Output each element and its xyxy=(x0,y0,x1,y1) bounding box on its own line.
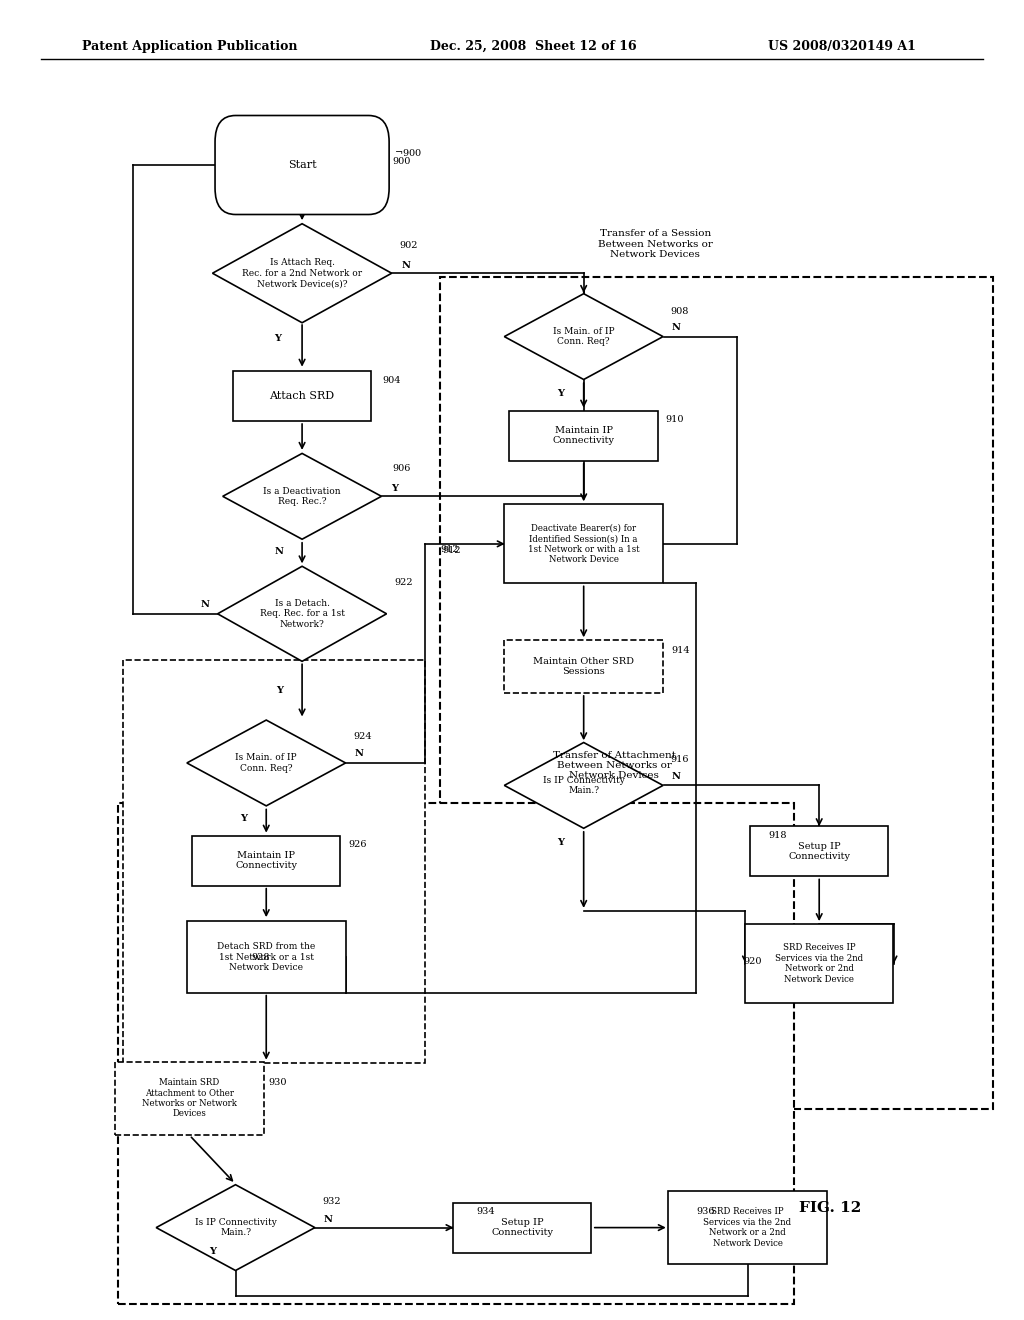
Text: Is a Deactivation
Req. Rec.?: Is a Deactivation Req. Rec.? xyxy=(263,487,341,506)
FancyBboxPatch shape xyxy=(123,660,425,1063)
Text: Is IP Connectivity
Main.?: Is IP Connectivity Main.? xyxy=(543,776,625,795)
FancyBboxPatch shape xyxy=(668,1191,827,1265)
Polygon shape xyxy=(157,1185,315,1270)
Text: $\neg$900: $\neg$900 xyxy=(394,147,422,158)
Text: Y: Y xyxy=(557,838,564,847)
FancyBboxPatch shape xyxy=(215,115,389,214)
Text: Maintain Other SRD
Sessions: Maintain Other SRD Sessions xyxy=(534,657,634,676)
FancyBboxPatch shape xyxy=(186,921,346,993)
Text: N: N xyxy=(672,323,681,333)
Text: N: N xyxy=(401,261,411,271)
Polygon shape xyxy=(213,223,391,322)
Text: 922: 922 xyxy=(394,578,413,587)
Text: Detach SRD from the
1st Network or a 1st
Network Device: Detach SRD from the 1st Network or a 1st… xyxy=(217,942,315,972)
Text: Y: Y xyxy=(209,1247,216,1257)
FancyBboxPatch shape xyxy=(232,371,371,421)
Text: 920: 920 xyxy=(743,957,762,966)
Text: 918: 918 xyxy=(768,832,786,841)
FancyBboxPatch shape xyxy=(750,826,889,876)
Text: Maintain IP
Connectivity: Maintain IP Connectivity xyxy=(553,426,614,445)
Text: Is Attach Req.
Rec. for a 2nd Network or
Network Device(s)?: Is Attach Req. Rec. for a 2nd Network or… xyxy=(242,259,362,288)
Text: N: N xyxy=(354,750,364,759)
Text: 912: 912 xyxy=(440,545,459,554)
FancyBboxPatch shape xyxy=(118,803,794,1304)
FancyBboxPatch shape xyxy=(440,277,993,1109)
Text: Deactivate Bearer(s) for
Identified Session(s) In a
1st Network or with a 1st
Ne: Deactivate Bearer(s) for Identified Sess… xyxy=(527,524,640,564)
Text: 914: 914 xyxy=(672,647,690,656)
Text: 912: 912 xyxy=(442,546,461,556)
Text: 916: 916 xyxy=(671,755,689,764)
Text: Patent Application Publication: Patent Application Publication xyxy=(82,40,297,53)
Text: N: N xyxy=(324,1216,333,1225)
Text: Transfer of Attachment
Between Networks or
Network Devices: Transfer of Attachment Between Networks … xyxy=(553,751,676,780)
Polygon shape xyxy=(222,454,381,539)
Text: Setup IP
Connectivity: Setup IP Connectivity xyxy=(492,1218,553,1237)
Text: Is Main. of IP
Conn. Req?: Is Main. of IP Conn. Req? xyxy=(553,327,614,346)
Polygon shape xyxy=(504,294,664,380)
FancyBboxPatch shape xyxy=(193,836,340,886)
FancyBboxPatch shape xyxy=(504,504,664,583)
Text: SRD Receives IP
Services via the 2nd
Network or 2nd
Network Device: SRD Receives IP Services via the 2nd Net… xyxy=(775,944,863,983)
Text: 902: 902 xyxy=(399,242,418,251)
Text: 906: 906 xyxy=(392,465,411,474)
Text: 900: 900 xyxy=(392,157,411,166)
Text: Attach SRD: Attach SRD xyxy=(269,391,335,401)
Text: Y: Y xyxy=(240,814,247,824)
Polygon shape xyxy=(217,566,387,661)
Text: Y: Y xyxy=(557,389,564,399)
Text: Start: Start xyxy=(288,160,316,170)
Text: 934: 934 xyxy=(476,1208,495,1217)
FancyBboxPatch shape xyxy=(745,924,893,1003)
Text: 924: 924 xyxy=(353,733,372,742)
Text: Y: Y xyxy=(391,484,398,494)
FancyBboxPatch shape xyxy=(509,411,657,461)
Text: 936: 936 xyxy=(696,1208,715,1217)
Text: 930: 930 xyxy=(268,1078,287,1088)
Polygon shape xyxy=(504,742,664,829)
Text: FIG. 12: FIG. 12 xyxy=(799,1201,861,1214)
Text: Maintain SRD
Attachment to Other
Networks or Network
Devices: Maintain SRD Attachment to Other Network… xyxy=(142,1078,237,1118)
Text: 932: 932 xyxy=(323,1197,341,1206)
Text: Y: Y xyxy=(276,686,284,696)
Text: Dec. 25, 2008  Sheet 12 of 16: Dec. 25, 2008 Sheet 12 of 16 xyxy=(430,40,637,53)
Text: N: N xyxy=(672,772,681,781)
Text: 908: 908 xyxy=(671,308,689,317)
Text: N: N xyxy=(201,601,210,610)
FancyBboxPatch shape xyxy=(504,640,664,693)
Text: Maintain IP
Connectivity: Maintain IP Connectivity xyxy=(236,851,297,870)
Text: 904: 904 xyxy=(382,376,400,385)
Text: US 2008/0320149 A1: US 2008/0320149 A1 xyxy=(768,40,915,53)
Text: Setup IP
Connectivity: Setup IP Connectivity xyxy=(788,842,850,861)
Text: 910: 910 xyxy=(666,416,684,425)
FancyBboxPatch shape xyxy=(115,1061,264,1134)
Text: Transfer of a Session
Between Networks or
Network Devices: Transfer of a Session Between Networks o… xyxy=(598,230,713,259)
Text: SRD Receives IP
Services via the 2nd
Network or a 2nd
Network Device: SRD Receives IP Services via the 2nd Net… xyxy=(703,1208,792,1247)
Polygon shape xyxy=(186,721,346,805)
Text: Is Main. of IP
Conn. Req?: Is Main. of IP Conn. Req? xyxy=(236,754,297,772)
Text: 926: 926 xyxy=(348,841,367,850)
Text: Is IP Connectivity
Main.?: Is IP Connectivity Main.? xyxy=(195,1218,276,1237)
FancyBboxPatch shape xyxy=(453,1203,592,1253)
Text: Is a Detach.
Req. Rec. for a 1st
Network?: Is a Detach. Req. Rec. for a 1st Network… xyxy=(259,599,345,628)
Text: 928: 928 xyxy=(251,953,269,962)
Text: Y: Y xyxy=(274,334,282,343)
Text: N: N xyxy=(274,548,284,557)
